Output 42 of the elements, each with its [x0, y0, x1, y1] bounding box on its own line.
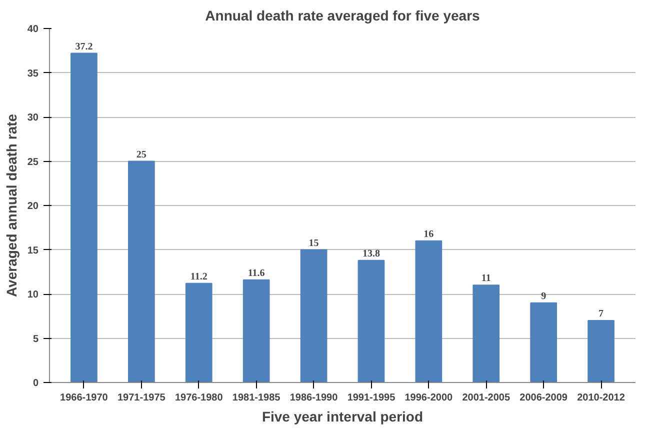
x-tick-label: 1991-1995 — [347, 392, 396, 404]
bar — [530, 302, 558, 382]
x-tick-label: 1966-1970 — [60, 392, 108, 404]
y-tick-label: 40 — [27, 24, 39, 35]
y-tick-label: 0 — [32, 378, 39, 389]
data-label: 37.2 — [75, 41, 93, 52]
x-tick-label: 2001-2005 — [462, 392, 510, 404]
x-tick-label: 1986-1990 — [290, 392, 338, 404]
y-tick-label: 10 — [27, 290, 39, 300]
x-tick-label: 2010-2012 — [577, 392, 626, 404]
x-axis-title: Five year interval period — [262, 408, 424, 424]
data-label: 13.8 — [362, 248, 380, 260]
data-label: 25 — [136, 149, 146, 160]
x-tick-label: 1996-2000 — [404, 392, 454, 404]
chart-title: Annual death rate averaged for five years — [205, 8, 480, 24]
x-tick-label: 1981-1985 — [232, 392, 281, 404]
y-tick-label: 35 — [27, 68, 39, 80]
y-tick-label: 20 — [27, 201, 39, 212]
y-tick-label: 30 — [27, 112, 39, 124]
bar — [185, 282, 212, 382]
data-label: 15 — [308, 238, 319, 249]
bar — [358, 260, 385, 382]
y-tick-label: 5 — [32, 334, 39, 345]
y-axis-title: Averaged annual death rate — [3, 114, 20, 298]
bar — [472, 284, 500, 382]
y-tick-label: 15 — [27, 245, 39, 256]
y-tick-label: 25 — [27, 156, 39, 168]
bar — [242, 279, 270, 382]
bar — [128, 160, 155, 382]
data-label: 11.6 — [248, 268, 265, 279]
bar — [415, 240, 442, 382]
data-label: 9 — [541, 290, 546, 302]
data-label: 11 — [481, 273, 491, 284]
bar — [300, 249, 328, 382]
data-label: 16 — [424, 228, 434, 240]
x-tick-label: 1971-1975 — [118, 392, 166, 404]
data-label: 7 — [598, 308, 604, 320]
data-label: 11.2 — [190, 271, 208, 282]
bar — [588, 320, 614, 382]
x-tick-label: 1976-1980 — [174, 392, 224, 404]
bar — [70, 52, 98, 382]
x-tick-label: 2006-2009 — [520, 392, 568, 404]
